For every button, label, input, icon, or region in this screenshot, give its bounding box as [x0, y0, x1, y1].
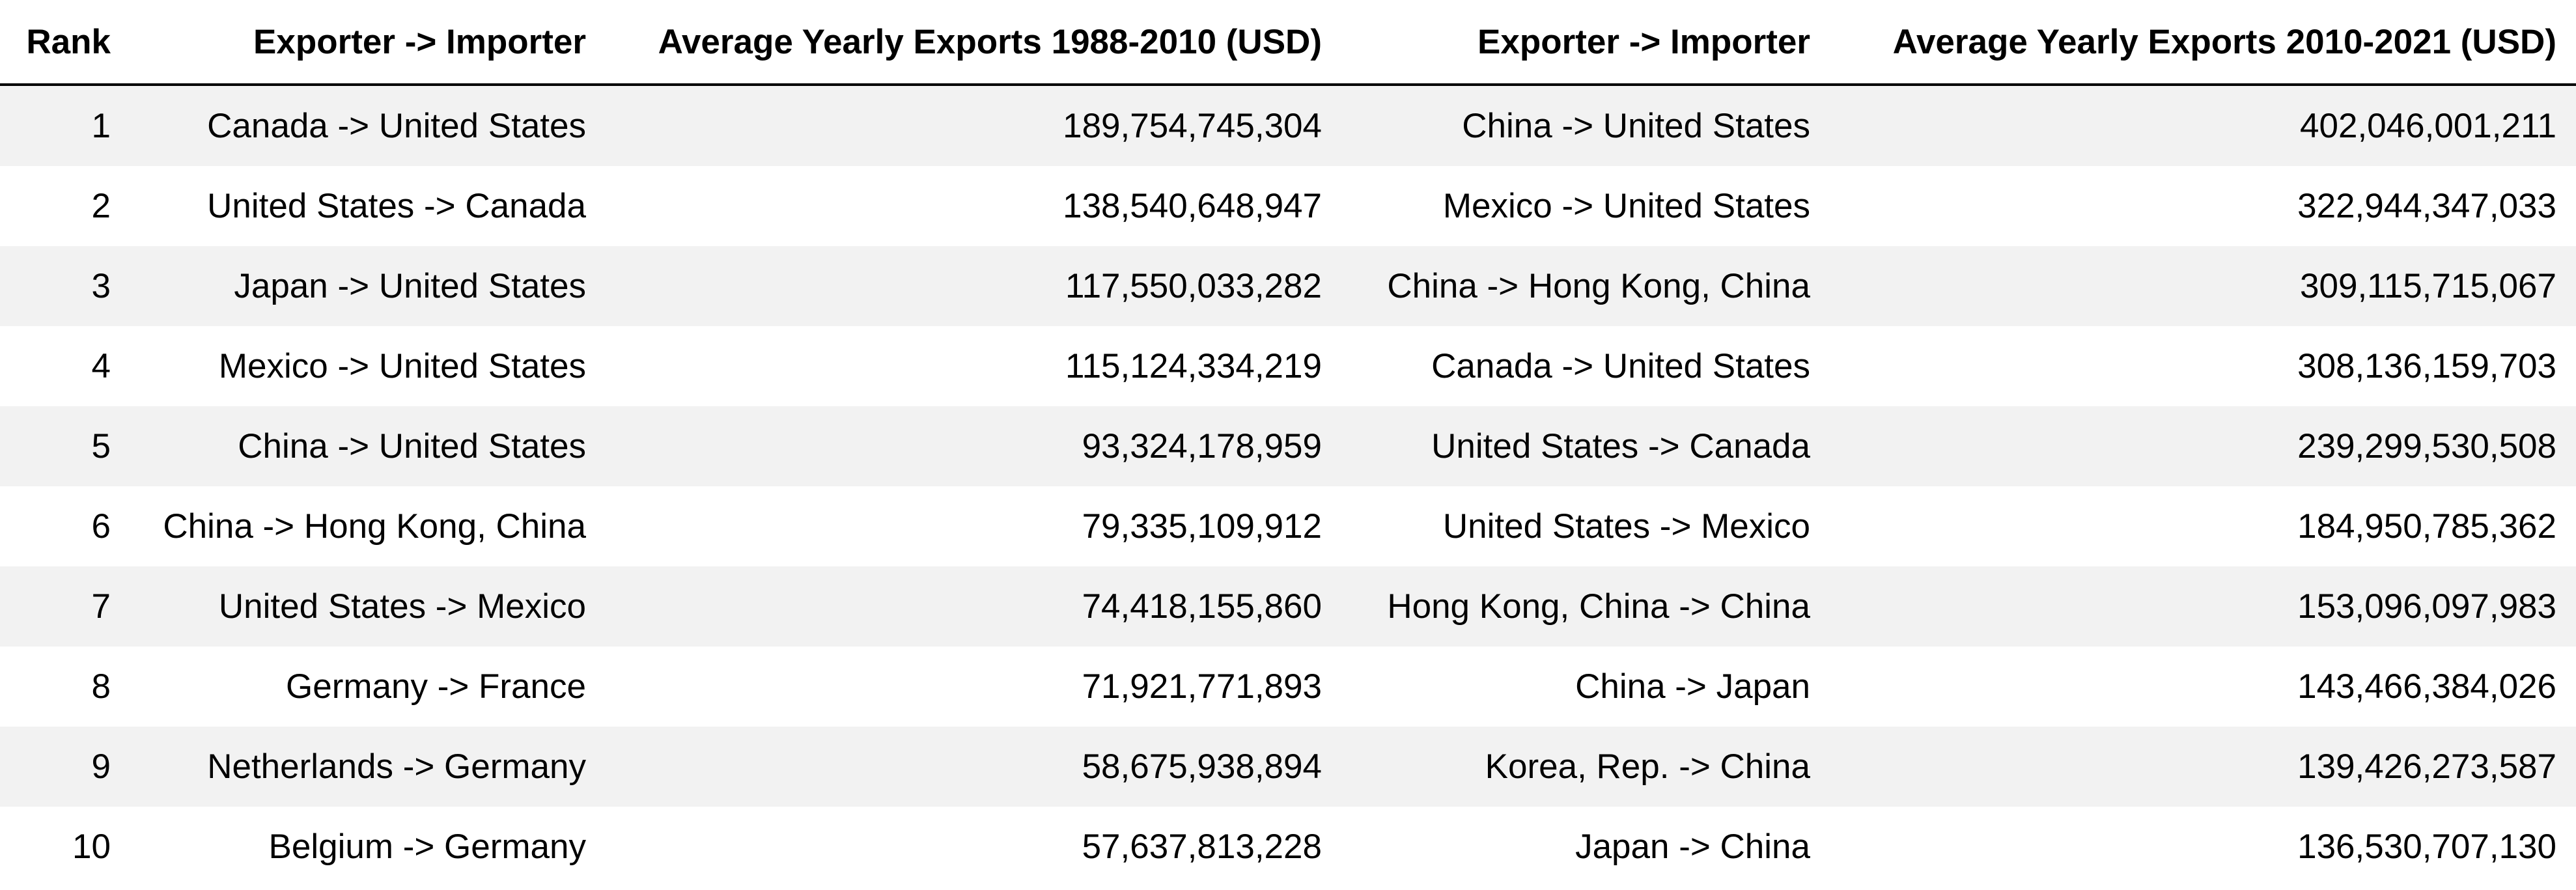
exports-2010-2021-cell: 139,426,273,587 — [1830, 727, 2576, 807]
table-row: 8 Germany -> France 71,921,771,893 China ->… — [0, 647, 2576, 727]
rank-cell: 6 — [0, 486, 130, 566]
exports-2010-2021-cell: 402,046,001,211 — [1830, 85, 2576, 166]
pair-2010-2021-cell: China -> United States — [1341, 85, 1830, 166]
pair-1988-2010-cell: Germany -> France — [130, 647, 606, 727]
exports-1988-2010-cell: 79,335,109,912 — [606, 486, 1341, 566]
table-row: 7 United States -> Mexico 74,418,155,860 Ho… — [0, 566, 2576, 647]
pair-1988-2010-cell: China -> Hong Kong, China — [130, 486, 606, 566]
pair-1988-2010-cell: Netherlands -> Germany — [130, 727, 606, 807]
pair-2010-2021-cell: China -> Hong Kong, China — [1341, 246, 1830, 326]
rank-cell: 4 — [0, 326, 130, 406]
exports-2010-2021-cell: 309,115,715,067 — [1830, 246, 2576, 326]
header-rank: Rank — [0, 0, 130, 86]
rank-cell: 7 — [0, 566, 130, 647]
exports-1988-2010-cell: 189,754,745,304 — [606, 85, 1341, 166]
exports-1988-2010-cell: 71,921,771,893 — [606, 647, 1341, 727]
exports-2010-2021-cell: 322,944,347,033 — [1830, 166, 2576, 246]
exports-1988-2010-cell: 138,540,648,947 — [606, 166, 1341, 246]
pair-1988-2010-cell: United States -> Mexico — [130, 566, 606, 647]
exports-1988-2010-cell: 57,637,813,228 — [606, 807, 1341, 887]
exports-2010-2021-cell: 136,530,707,130 — [1830, 807, 2576, 887]
rank-cell: 9 — [0, 727, 130, 807]
header-pair-2010-2021: Exporter -> Importer — [1341, 0, 1830, 86]
exports-1988-2010-cell: 117,550,033,282 — [606, 246, 1341, 326]
exports-2010-2021-cell: 308,136,159,703 — [1830, 326, 2576, 406]
pair-1988-2010-cell: Japan -> United States — [130, 246, 606, 326]
pair-1988-2010-cell: Canada -> United States — [130, 85, 606, 166]
header-exports-1988-2010: Average Yearly Exports 1988-2010 (USD) — [606, 0, 1341, 86]
header-pair-1988-2010: Exporter -> Importer — [130, 0, 606, 86]
pair-2010-2021-cell: Japan -> China — [1341, 807, 1830, 887]
exports-2010-2021-cell: 153,096,097,983 — [1830, 566, 2576, 647]
table-row: 4 Mexico -> United States 115,124,334,219 C… — [0, 326, 2576, 406]
pair-1988-2010-cell: United States -> Canada — [130, 166, 606, 246]
exports-1988-2010-cell: 74,418,155,860 — [606, 566, 1341, 647]
exports-1988-2010-cell: 58,675,938,894 — [606, 727, 1341, 807]
pair-2010-2021-cell: China -> Japan — [1341, 647, 1830, 727]
pair-1988-2010-cell: China -> United States — [130, 406, 606, 486]
rank-cell: 2 — [0, 166, 130, 246]
pair-2010-2021-cell: United States -> Mexico — [1341, 486, 1830, 566]
table-row: 5 China -> United States 93,324,178,959 Uni… — [0, 406, 2576, 486]
pair-2010-2021-cell: Korea, Rep. -> China — [1341, 727, 1830, 807]
exports-1988-2010-cell: 115,124,334,219 — [606, 326, 1341, 406]
table-row: 9 Netherlands -> Germany 58,675,938,894 Kor… — [0, 727, 2576, 807]
header-row: Rank Exporter -> Importer Average Yearly… — [0, 0, 2576, 86]
exports-1988-2010-cell: 93,324,178,959 — [606, 406, 1341, 486]
pair-1988-2010-cell: Mexico -> United States — [130, 326, 606, 406]
pair-2010-2021-cell: Mexico -> United States — [1341, 166, 1830, 246]
exports-2010-2021-cell: 184,950,785,362 — [1830, 486, 2576, 566]
pair-1988-2010-cell: Belgium -> Germany — [130, 807, 606, 887]
pair-2010-2021-cell: United States -> Canada — [1341, 406, 1830, 486]
table-row: 3 Japan -> United States 117,550,033,282 Ch… — [0, 246, 2576, 326]
header-exports-2010-2021: Average Yearly Exports 2010-2021 (USD) — [1830, 0, 2576, 86]
table-header: Rank Exporter -> Importer Average Yearly… — [0, 0, 2576, 86]
rank-cell: 8 — [0, 647, 130, 727]
pair-2010-2021-cell: Hong Kong, China -> China — [1341, 566, 1830, 647]
rank-cell: 3 — [0, 246, 130, 326]
exports-2010-2021-cell: 143,466,384,026 — [1830, 647, 2576, 727]
table-body: 1 Canada -> United States 189,754,745,304 C… — [0, 85, 2576, 887]
table-row: 1 Canada -> United States 189,754,745,304 C… — [0, 85, 2576, 166]
rank-cell: 5 — [0, 406, 130, 486]
table-row: 6 China -> Hong Kong, China 79,335,109,912… — [0, 486, 2576, 566]
table-row: 10 Belgium -> Germany 57,637,813,228 Japan … — [0, 807, 2576, 887]
pair-2010-2021-cell: Canada -> United States — [1341, 326, 1830, 406]
rank-cell: 1 — [0, 85, 130, 166]
rank-cell: 10 — [0, 807, 130, 887]
table-row: 2 United States -> Canada 138,540,648,947 M… — [0, 166, 2576, 246]
exports-2010-2021-cell: 239,299,530,508 — [1830, 406, 2576, 486]
